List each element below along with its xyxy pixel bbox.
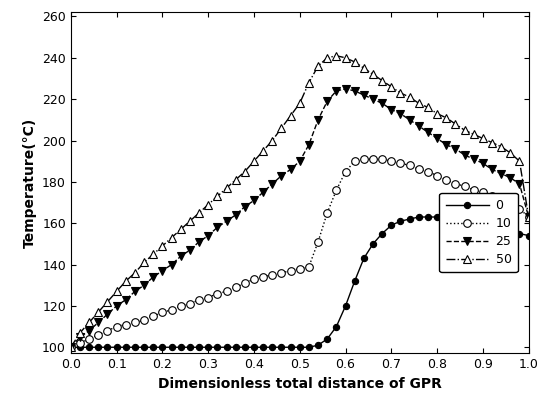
- 50: [407, 95, 413, 99]
- 10: [407, 163, 413, 168]
- 0: [214, 345, 221, 350]
- 0: [415, 215, 422, 219]
- 10: [214, 291, 221, 296]
- 50: [516, 159, 523, 164]
- 50: [333, 53, 340, 58]
- 25: [68, 345, 74, 350]
- 10: [516, 206, 523, 211]
- 0: [68, 345, 74, 350]
- Legend: 0, 10, 25, 50: 0, 10, 25, 50: [439, 193, 518, 272]
- 50: [68, 345, 74, 350]
- 25: [407, 118, 413, 122]
- Line: 0: 0: [68, 214, 532, 351]
- 10: [379, 157, 385, 162]
- 0: [516, 231, 523, 236]
- Line: 25: 25: [66, 85, 533, 351]
- X-axis label: Dimensionless total distance of GPR: Dimensionless total distance of GPR: [158, 377, 441, 391]
- 0: [525, 233, 532, 238]
- 0: [370, 241, 376, 246]
- 0: [205, 345, 211, 350]
- 50: [379, 78, 385, 83]
- 0: [397, 219, 404, 224]
- 10: [168, 307, 175, 312]
- 25: [516, 182, 523, 187]
- 25: [214, 225, 221, 230]
- 25: [525, 215, 532, 219]
- Y-axis label: Temperature(°C): Temperature(°C): [22, 118, 37, 248]
- 0: [168, 345, 175, 350]
- 50: [168, 235, 175, 240]
- 10: [68, 345, 74, 350]
- Line: 10: 10: [67, 155, 532, 351]
- 25: [379, 101, 385, 106]
- 50: [525, 215, 532, 219]
- 50: [205, 202, 211, 207]
- 25: [168, 262, 175, 267]
- 10: [525, 215, 532, 219]
- Line: 50: 50: [66, 51, 533, 351]
- 25: [205, 233, 211, 238]
- 25: [342, 86, 349, 91]
- 10: [205, 295, 211, 300]
- 50: [214, 194, 221, 199]
- 10: [361, 157, 367, 162]
